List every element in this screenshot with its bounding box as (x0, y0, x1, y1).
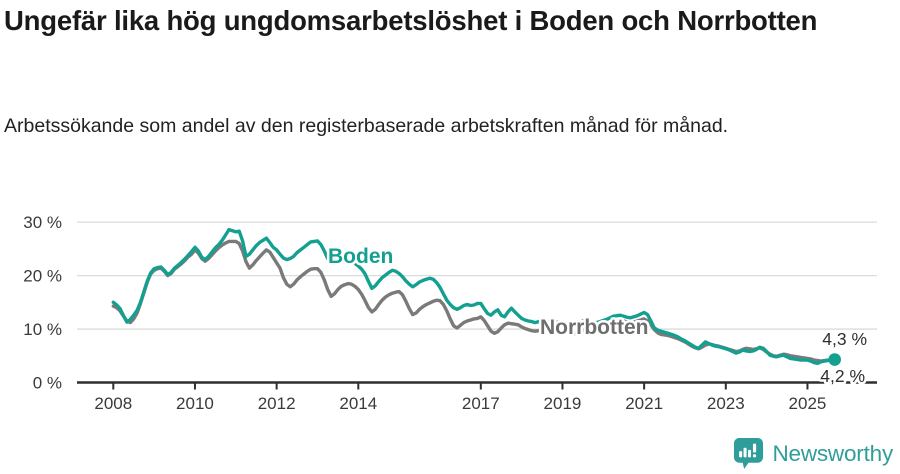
x-axis-tick-label: 2012 (258, 394, 296, 413)
norrbotten-line (111, 239, 837, 363)
newsworthy-logo-icon (734, 438, 764, 469)
y-axis-tick-label: 0 % (33, 374, 62, 393)
x-axis-tick-label: 2014 (339, 394, 377, 413)
y-axis-tick-label: 10 % (23, 320, 62, 339)
chart-title: Ungefär lika hög ungdomsarbetslöshet i B… (4, 5, 818, 36)
boden-series-label: Boden (328, 245, 393, 268)
norrbotten-end-value-label: 4,2 % (820, 366, 865, 386)
boden-end-value-label: 4,3 % (822, 329, 867, 349)
boden-end-dot (828, 353, 841, 366)
x-axis-tick-label: 2021 (625, 394, 663, 413)
y-axis-tick-label: 20 % (23, 267, 62, 286)
x-axis-tick-label: 2008 (94, 394, 132, 413)
chart-subtitle: Arbetssökande som andel av den registerb… (4, 115, 729, 137)
boden-line (111, 227, 837, 365)
x-axis-tick-label: 2017 (462, 394, 500, 413)
newsworthy-branding: Newsworthy (733, 437, 893, 470)
y-axis-tick-label: 30 % (23, 213, 62, 232)
norrbotten-series-label: Norrbotten (540, 316, 649, 339)
x-axis-tick-label: 2010 (176, 394, 214, 413)
x-axis-tick-label: 2025 (789, 394, 827, 413)
newsworthy-wordmark: Newsworthy (772, 440, 893, 466)
x-axis-tick-label: 2019 (544, 394, 582, 413)
x-axis-tick-label: 2023 (707, 394, 745, 413)
